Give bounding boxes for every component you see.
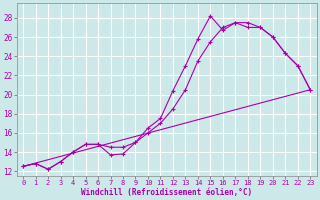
X-axis label: Windchill (Refroidissement éolien,°C): Windchill (Refroidissement éolien,°C): [81, 188, 252, 197]
